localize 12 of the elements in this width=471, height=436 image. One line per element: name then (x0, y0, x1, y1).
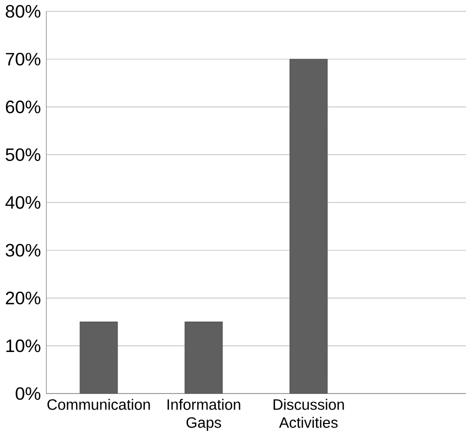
y-tick-label: 60% (6, 100, 40, 114)
x-tick-label: Information Gaps (168, 398, 240, 431)
x-tick-label: Discussion Activities (274, 398, 344, 428)
y-tick-label: 80% (6, 5, 40, 18)
y-tick-label: 40% (5, 196, 40, 209)
y-tick-label: 30% (6, 244, 40, 257)
y-tick-label: 20% (6, 292, 40, 304)
y-tick-label: 50% (6, 148, 40, 162)
x-tick-label: Communication (47, 398, 150, 410)
y-tick-label: 0% (16, 387, 40, 400)
y-tick-label: 10% (6, 340, 40, 352)
y-tick-label: 70% (6, 52, 40, 66)
